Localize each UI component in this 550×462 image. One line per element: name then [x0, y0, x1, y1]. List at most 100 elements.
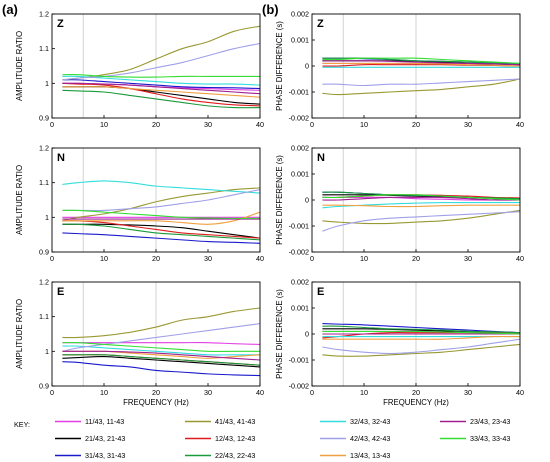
x-tick-label: 10 — [360, 254, 368, 263]
series-line-42 — [62, 323, 260, 352]
x-tick-label: 0 — [50, 120, 54, 129]
series-line-13 — [322, 335, 520, 340]
legend-item-42: 42/43, 42-43 — [320, 434, 390, 443]
series-line-32 — [322, 202, 520, 209]
y-axis-label: AMPLITUDE RATIO — [15, 31, 24, 101]
y-tick-label: 1.2 — [39, 278, 49, 287]
x-tick-label: 10 — [360, 388, 368, 397]
plot-a-n: 0 10 20 30 40 0.9 1 1.1 1.2 N AMPLITUDE RATIO — [15, 144, 264, 264]
series-line-22 — [322, 325, 520, 334]
series-line-23 — [62, 350, 260, 361]
series-line-13 — [62, 86, 260, 98]
y-axis-label: AMPLITUDE RATIO — [15, 299, 24, 369]
legend-label: 41/43, 41-43 — [215, 417, 255, 426]
series-line-42 — [62, 42, 260, 81]
legend-label: 22/43, 22-43 — [215, 451, 255, 460]
y-axis-label: PHASE DIFFERENCE (s) — [275, 21, 284, 111]
y-tick-label: 0.9 — [39, 114, 49, 123]
y-tick-label: 0 — [305, 62, 309, 71]
x-tick-label: 0 — [50, 388, 54, 397]
y-tick-label: 1.2 — [39, 10, 49, 19]
legend-item-11: 11/43, 11-43 — [55, 417, 124, 426]
series-line-13 — [62, 211, 260, 225]
series-line-22 — [322, 57, 520, 64]
legend-label: 31/43, 31-43 — [85, 451, 125, 460]
legend-label: 32/43, 32-43 — [350, 417, 390, 426]
x-tick-label: 10 — [100, 120, 108, 129]
series-line-31 — [322, 323, 520, 334]
x-axis-label: FREQUENCY (Hz) — [123, 398, 189, 407]
y-tick-label: -0.001 — [289, 222, 309, 231]
x-tick-label: 30 — [204, 388, 212, 397]
series-group — [62, 25, 260, 109]
x-tick-label: 20 — [412, 254, 420, 263]
x-tick-label: 30 — [464, 254, 472, 263]
x-tick-label: 40 — [516, 254, 524, 263]
series-line-41 — [322, 78, 520, 96]
legend-item-33: 33/43, 33-43 — [440, 434, 510, 443]
x-tick-label: 30 — [464, 120, 472, 129]
legend: KEY: 11/43, 11-43 21/43, 21-43 31/43, 31-4… — [14, 417, 510, 460]
x-tick-label: 30 — [464, 388, 472, 397]
y-tick-label: 0 — [305, 330, 309, 339]
series-line-31 — [62, 79, 260, 90]
plot-a-e: 0 10 20 30 40 0.9 1 1.1 1.2 E AMPLITUDE RATIO FREQU… — [15, 278, 264, 408]
series-line-33 — [62, 209, 260, 219]
y-tick-label: 0.002 — [291, 10, 309, 19]
series-line-23 — [62, 82, 260, 95]
y-tick-label: -0.002 — [289, 114, 309, 123]
x-tick-label: 40 — [256, 120, 264, 129]
series-line-32 — [62, 180, 260, 194]
series-group — [322, 57, 520, 96]
y-tick-label: 1.1 — [39, 44, 49, 53]
series-line-12 — [62, 82, 260, 107]
series-group — [322, 191, 520, 232]
x-tick-label: 40 — [516, 120, 524, 129]
series-line-31 — [62, 361, 260, 377]
y-tick-label: 0.001 — [291, 36, 309, 45]
legend-item-23: 23/43, 23-43 — [440, 417, 510, 426]
x-tick-label: 10 — [100, 254, 108, 263]
y-axis-label: PHASE DIFFERENCE (s) — [275, 289, 284, 379]
y-tick-label: 1.2 — [39, 144, 49, 153]
legend-item-41: 41/43, 41-43 — [185, 417, 255, 426]
x-tick-label: 30 — [204, 120, 212, 129]
panel-b-label: (b) — [262, 2, 279, 17]
legend-label: 23/43, 23-43 — [470, 417, 510, 426]
series-line-22 — [62, 89, 260, 109]
legend-title: KEY: — [14, 420, 30, 429]
component-label: Z — [317, 18, 324, 30]
x-tick-label: 20 — [152, 120, 160, 129]
y-tick-label: 0.002 — [291, 144, 309, 153]
legend-item-12: 12/43, 12-43 — [185, 434, 255, 443]
series-line-32 — [62, 75, 260, 86]
y-tick-label: -0.001 — [289, 356, 309, 365]
y-tick-label: 1 — [45, 79, 49, 88]
series-line-33 — [322, 194, 520, 201]
x-tick-label: 0 — [50, 254, 54, 263]
legend-item-32: 32/43, 32-43 — [320, 417, 390, 426]
x-tick-label: 0 — [310, 254, 314, 263]
x-tick-label: 40 — [256, 388, 264, 397]
series-line-33 — [62, 73, 260, 78]
series-line-41 — [322, 209, 520, 225]
component-label: N — [57, 152, 65, 164]
legend-label: 13/43, 13-43 — [350, 451, 390, 460]
plot-b-z: 0 10 20 30 40 -0.002 -0.001 0 0.001 0.002 Z PHASE D… — [275, 10, 524, 130]
series-line-33 — [322, 57, 520, 64]
legend-item-31: 31/43, 31-43 — [55, 451, 125, 460]
y-tick-label: 1.1 — [39, 312, 49, 321]
series-line-42 — [322, 211, 520, 232]
legend-item-22: 22/43, 22-43 — [185, 451, 255, 460]
y-tick-label: 0.9 — [39, 382, 49, 391]
y-tick-label: 1 — [45, 213, 49, 222]
series-line-42 — [322, 338, 520, 355]
legend-label: 12/43, 12-43 — [215, 434, 255, 443]
y-axis-label: AMPLITUDE RATIO — [15, 165, 24, 235]
x-tick-label: 0 — [310, 120, 314, 129]
component-label: Z — [57, 18, 64, 30]
component-label: E — [317, 286, 324, 298]
y-tick-label: -0.001 — [289, 88, 309, 97]
